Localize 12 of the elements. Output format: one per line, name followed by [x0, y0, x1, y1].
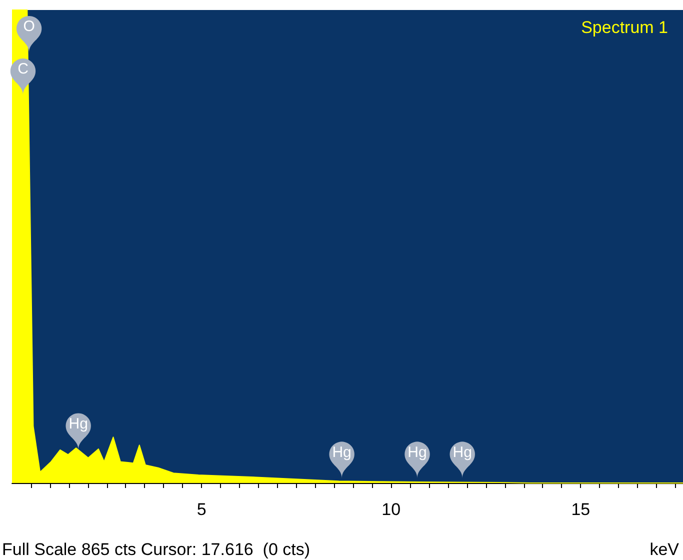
x-tick-label: 15 [571, 500, 590, 519]
text: Spectrum 1 [581, 18, 668, 37]
annotation: Hg [452, 444, 472, 461]
annotation: Hg [68, 415, 88, 432]
x-tick-label: 5 [196, 500, 206, 519]
annotation: O [23, 18, 35, 36]
x-axis-title: keV [650, 540, 680, 559]
annotation: Hg [332, 444, 352, 461]
x-tick-label: 10 [382, 500, 401, 519]
annotation: Hg [408, 444, 427, 461]
annotation: C [18, 60, 29, 78]
text: Full Scale 865 cts Cursor: 17.616 (0 cts) [2, 540, 310, 559]
